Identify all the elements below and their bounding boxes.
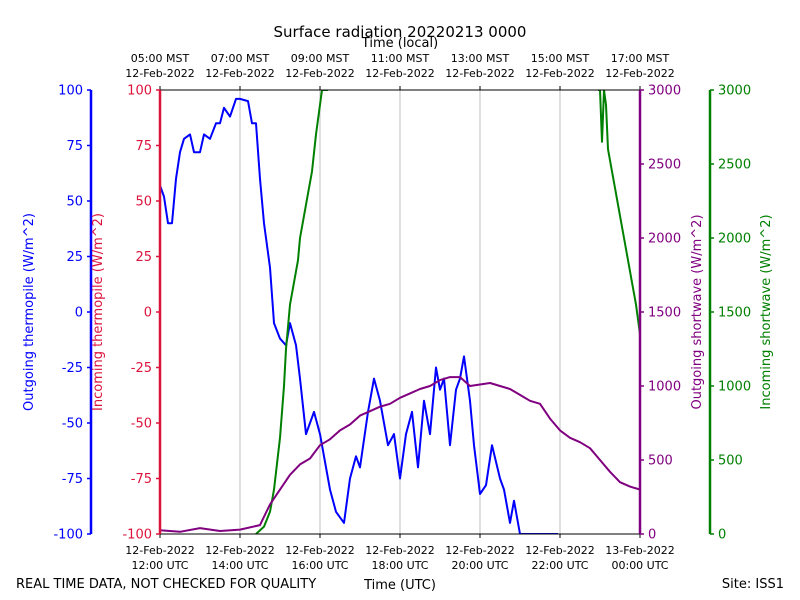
y-tick-label: -75 xyxy=(62,472,83,487)
top-tick-date: 12-Feb-2022 xyxy=(445,67,514,80)
bottom-tick-date: 13-Feb-2022 xyxy=(605,544,674,557)
in-thermo-axis-label: Incoming thermopile (W/m^2) xyxy=(91,213,106,411)
y-tick-label: 2500 xyxy=(648,158,681,173)
top-tick-time: 07:00 MST xyxy=(211,52,270,65)
out-sw-axis-label: Outgoing shortwave (W/m^2) xyxy=(690,214,705,409)
y-tick-label: -25 xyxy=(62,361,83,376)
top-tick-time: 11:00 MST xyxy=(371,52,430,65)
top-tick-time: 17:00 MST xyxy=(611,52,670,65)
bottom-tick-time: 00:00 UTC xyxy=(611,559,668,572)
y-tick-label: 75 xyxy=(66,139,83,154)
y-tick-label: 1500 xyxy=(648,306,681,321)
bottom-tick-date: 12-Feb-2022 xyxy=(445,544,514,557)
top-tick-time: 05:00 MST xyxy=(131,52,190,65)
y-tick-label: 25 xyxy=(135,250,152,265)
bottom-axis-label: Time (UTC) xyxy=(363,578,436,593)
bottom-tick-time: 16:00 UTC xyxy=(291,559,348,572)
top-tick-time: 13:00 MST xyxy=(451,52,510,65)
series-line-outgoing-shortwave xyxy=(160,376,640,533)
y-tick-label: 75 xyxy=(135,139,152,154)
y-tick-label: 2500 xyxy=(718,158,751,173)
y-tick-label: -100 xyxy=(122,528,152,543)
y-tick-label: 500 xyxy=(648,454,673,469)
top-tick-date: 12-Feb-2022 xyxy=(365,67,434,80)
y-tick-label: 50 xyxy=(66,195,83,210)
bottom-tick-date: 12-Feb-2022 xyxy=(365,544,434,557)
top-tick-date: 12-Feb-2022 xyxy=(605,67,674,80)
y-tick-label: 3000 xyxy=(648,84,681,99)
site-label: Site: ISS1 xyxy=(722,577,784,592)
top-tick-date: 12-Feb-2022 xyxy=(285,67,354,80)
out-thermo-axis-label: Outgoing thermopile (W/m^2) xyxy=(22,213,37,411)
top-tick-date: 12-Feb-2022 xyxy=(205,67,274,80)
bottom-tick-time: 14:00 UTC xyxy=(211,559,268,572)
top-tick-date: 12-Feb-2022 xyxy=(125,67,194,80)
y-tick-label: 0 xyxy=(75,306,83,321)
y-tick-label: 1000 xyxy=(648,380,681,395)
top-tick-time: 15:00 MST xyxy=(531,52,590,65)
series-line-incoming-shortwave-evening xyxy=(598,90,640,335)
y-tick-label: 1500 xyxy=(718,306,751,321)
y-tick-label: 0 xyxy=(648,528,656,543)
top-tick-time: 09:00 MST xyxy=(291,52,350,65)
y-tick-label: 0 xyxy=(718,528,726,543)
y-tick-label: 0 xyxy=(144,306,152,321)
y-tick-label: 2000 xyxy=(718,232,751,247)
y-tick-label: 1000 xyxy=(718,380,751,395)
y-tick-label: 3000 xyxy=(718,84,751,99)
top-axis-label: Time (local) xyxy=(361,36,438,51)
bottom-tick-time: 20:00 UTC xyxy=(451,559,508,572)
y-tick-label: -25 xyxy=(131,361,152,376)
y-tick-label: 2000 xyxy=(648,232,681,247)
bottom-tick-date: 12-Feb-2022 xyxy=(125,544,194,557)
bottom-tick-time: 18:00 UTC xyxy=(371,559,428,572)
series-line-incoming-shortwave xyxy=(255,90,328,534)
bottom-tick-date: 12-Feb-2022 xyxy=(285,544,354,557)
bottom-tick-date: 12-Feb-2022 xyxy=(205,544,274,557)
grid xyxy=(239,90,561,534)
in-sw-axis-label: Incoming shortwave (W/m^2) xyxy=(759,214,774,409)
axes-layer: 12-Feb-2022 12:00 UTC 12-Feb-2022 14:00 UTC… xyxy=(22,52,774,572)
y-tick-label: -75 xyxy=(131,472,152,487)
bottom-tick-time: 22:00 UTC xyxy=(531,559,588,572)
y-tick-label: -50 xyxy=(62,417,83,432)
bottom-tick-date: 12-Feb-2022 xyxy=(525,544,594,557)
y-tick-label: 100 xyxy=(58,84,83,99)
bottom-tick-time: 12:00 UTC xyxy=(131,559,188,572)
chart-title: Surface radiation 20220213 0000 xyxy=(274,23,527,41)
y-tick-label: 25 xyxy=(66,250,83,265)
series-group xyxy=(160,90,640,534)
series-line-outgoing-thermopile xyxy=(160,97,558,534)
quality-note: REAL TIME DATA, NOT CHECKED FOR QUALITY xyxy=(16,577,316,592)
y-tick-label: 50 xyxy=(135,195,152,210)
series-layer xyxy=(160,90,640,534)
y-tick-label: -50 xyxy=(131,417,152,432)
y-tick-label: -100 xyxy=(53,528,83,543)
top-tick-date: 12-Feb-2022 xyxy=(525,67,594,80)
y-tick-label: 500 xyxy=(718,454,743,469)
y-tick-label: 100 xyxy=(127,84,152,99)
